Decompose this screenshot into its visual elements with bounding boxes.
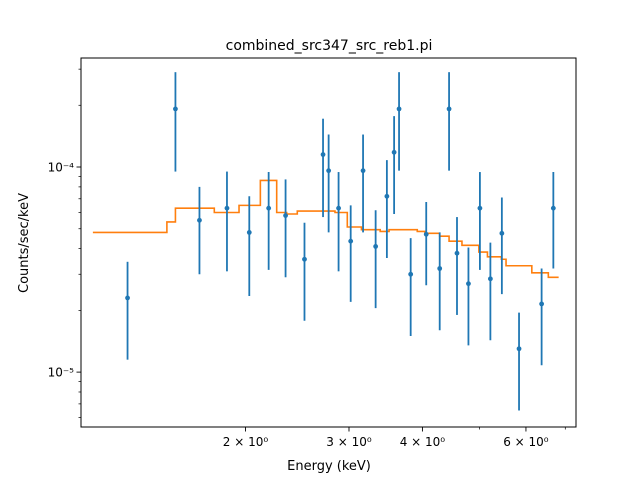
data-point [326, 168, 332, 174]
data-point [466, 281, 471, 287]
x-tick-label: 3 × 10⁰ [326, 435, 372, 449]
data-point [454, 250, 460, 256]
model-step-line [92, 179, 559, 279]
y-axis-label: Counts/sec/keV [17, 193, 32, 293]
y-axis: 10⁻⁵ 10⁻⁴ [48, 68, 81, 418]
chart-title: combined_src347_src_reb1.pi [226, 38, 433, 54]
data-point [550, 205, 556, 211]
data-point [539, 301, 545, 307]
data-point [173, 106, 178, 112]
plot-area [92, 72, 559, 411]
data-point [373, 244, 379, 249]
data-point [348, 238, 354, 244]
data-point [437, 266, 443, 271]
data-point [266, 205, 272, 211]
y-tick-label: 10⁻⁵ [48, 366, 75, 380]
data-point [197, 217, 202, 223]
data-point [396, 106, 402, 112]
data-point [516, 346, 522, 352]
y-tick-label: 10⁻⁴ [48, 161, 75, 175]
data-point [499, 230, 505, 236]
plot-frame [80, 57, 577, 428]
data-point [487, 276, 493, 282]
data-point [423, 231, 429, 237]
x-axis-label: Energy (keV) [287, 459, 371, 474]
data-point [283, 213, 288, 218]
data-point [336, 205, 341, 211]
data-point [477, 205, 483, 211]
x-tick-label: 6 × 10⁰ [503, 435, 549, 449]
data-point [125, 295, 130, 301]
x-tick-label: 4 × 10⁰ [400, 435, 446, 449]
data-point [224, 205, 230, 211]
data-point [384, 193, 390, 199]
x-axis: 2 × 10⁰ 3 × 10⁰ 4 × 10⁰ 6 × 10⁰ [223, 427, 566, 449]
data-point [302, 256, 307, 262]
x-tick-label: 2 × 10⁰ [223, 435, 269, 449]
data-point [391, 149, 397, 155]
data-point [360, 168, 366, 174]
data-point [246, 229, 252, 235]
data-point [408, 271, 414, 277]
data-point [446, 106, 452, 112]
data-point [320, 152, 326, 157]
